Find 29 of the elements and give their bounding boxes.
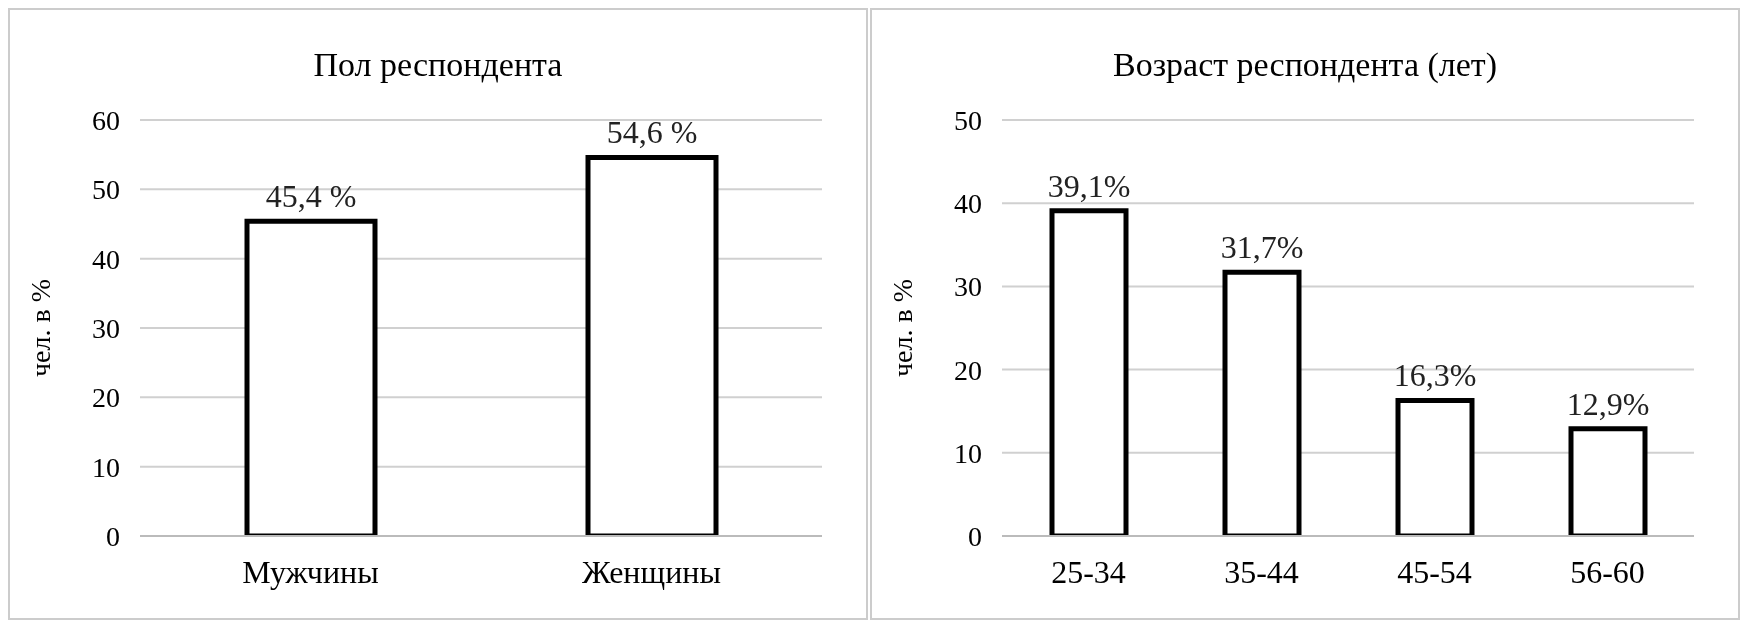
data-label: 31,7% bbox=[1220, 229, 1304, 266]
x-tick-label: Женщины bbox=[582, 553, 721, 590]
y-tick-label: 40 bbox=[954, 188, 982, 220]
y-tick-label: 20 bbox=[92, 382, 120, 414]
x-tick-label: Мужчины bbox=[242, 553, 379, 590]
data-label: 16,3% bbox=[1393, 357, 1477, 394]
y-axis-title: чел. в % bbox=[24, 278, 56, 378]
x-tick-label: 35-44 bbox=[1224, 553, 1299, 590]
y-tick-label: 60 bbox=[92, 104, 120, 136]
data-label: 12,9% bbox=[1566, 385, 1650, 422]
y-tick-label: 30 bbox=[92, 312, 120, 344]
x-tick-label: 56-60 bbox=[1570, 553, 1645, 590]
y-tick-label: 10 bbox=[92, 451, 120, 483]
x-tick-label: 25-34 bbox=[1051, 553, 1126, 590]
y-tick-label: 30 bbox=[954, 271, 982, 303]
y-axis-title: чел. в % bbox=[886, 278, 918, 378]
y-tick-label: 0 bbox=[968, 520, 982, 552]
data-label: 54,6 % bbox=[606, 114, 698, 151]
x-tick-label: 45-54 bbox=[1397, 553, 1472, 590]
chart-title: Возраст респондента (лет) bbox=[1111, 46, 1499, 85]
y-tick-label: 10 bbox=[954, 437, 982, 469]
y-tick-label: 20 bbox=[954, 354, 982, 386]
y-tick-label: 0 bbox=[106, 520, 120, 552]
chart-title: Пол респондента bbox=[312, 46, 564, 85]
y-tick-label: 50 bbox=[92, 174, 120, 206]
y-tick-label: 40 bbox=[92, 243, 120, 275]
data-label: 45,4 % bbox=[265, 178, 357, 215]
y-tick-label: 50 bbox=[954, 104, 982, 136]
data-label: 39,1% bbox=[1047, 167, 1131, 204]
